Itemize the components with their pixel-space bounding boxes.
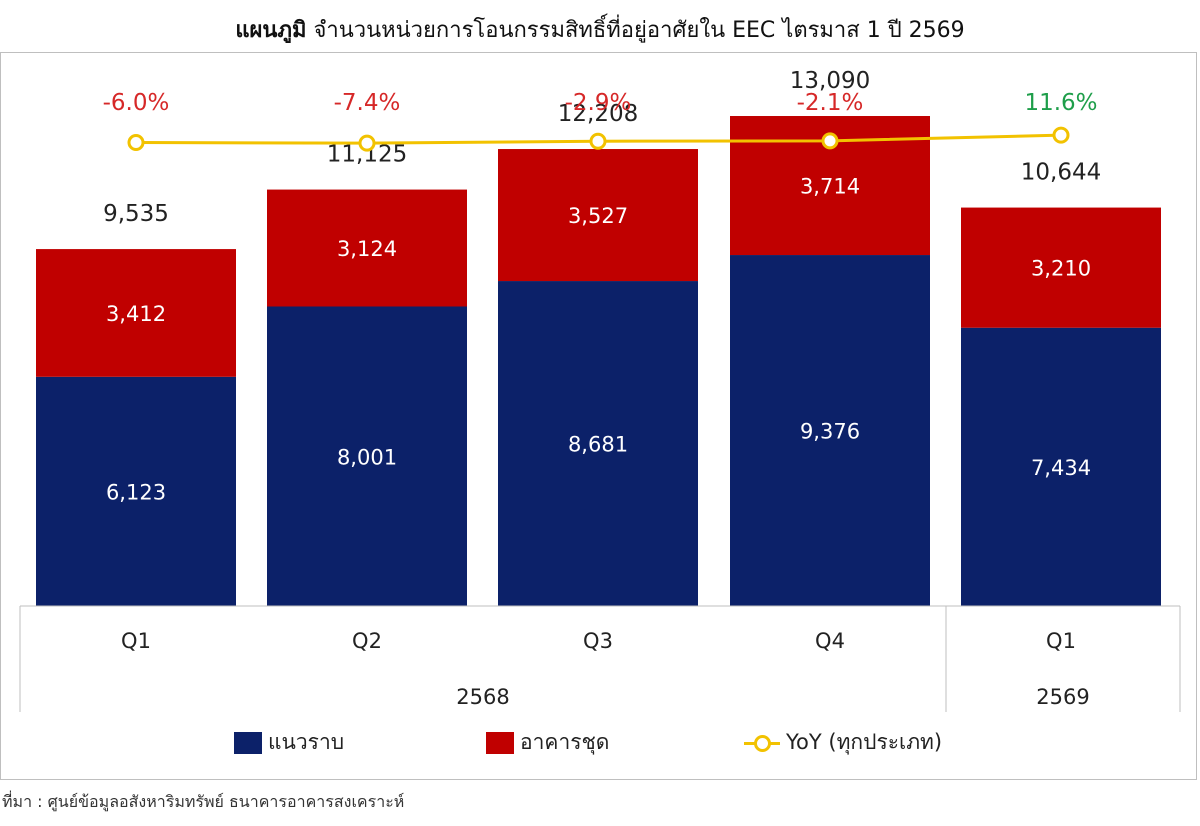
chart-title-rest: จำนวนหน่วยการโอนกรรมสิทธิ์ที่อยู่อาศัยใน… — [313, 18, 965, 43]
bar-label-lowrise-2: 8,001 — [337, 445, 397, 469]
legend-label-yoy: YoY (ทุกประเภท) — [786, 730, 943, 754]
source-note: ที่มา : ศูนย์ข้อมูลอสังหาริมทรัพย์ ธนาคา… — [2, 792, 405, 811]
x-tick-label-2: Q2 — [352, 629, 382, 653]
yoy-point-5 — [1052, 126, 1070, 144]
total-label-5: 10,644 — [1021, 160, 1101, 186]
legend-swatch-condo — [486, 731, 514, 754]
bar-lowrise-3 — [498, 281, 698, 606]
legend-swatch-lowrise — [234, 731, 262, 754]
chart-frame — [0, 52, 1197, 780]
legend-label-lowrise: แนวราบ — [268, 730, 345, 754]
total-label-1: 9,535 — [103, 201, 169, 227]
yoy-point-3 — [589, 132, 607, 150]
bar-label-lowrise-3: 8,681 — [568, 433, 628, 457]
bar-label-condo-3: 3,527 — [568, 204, 628, 228]
chart-title-bold: แผนภูมิ — [235, 18, 307, 43]
bar-lowrise-5 — [961, 327, 1161, 606]
legend-item-yoy: YoY (ทุกประเภท) — [744, 726, 942, 759]
x-tick-label-3: Q3 — [583, 629, 613, 653]
bar-label-lowrise-5: 7,434 — [1031, 456, 1091, 480]
yoy-label-4: -2.1% — [797, 90, 864, 116]
legend-item-lowrise: แนวราบ — [234, 726, 344, 759]
legend-item-condo: อาคารชุด — [486, 726, 609, 759]
total-label-3: 12,208 — [558, 101, 638, 127]
bar-label-condo-1: 3,412 — [106, 302, 166, 326]
yoy-label-5: 11.6% — [1024, 90, 1097, 116]
bar-label-condo-5: 3,210 — [1031, 257, 1091, 281]
legend: แนวราบ อาคารชุด YoY (ทุกประเภท) — [0, 726, 1200, 756]
x-tick-label-5: Q1 — [1046, 629, 1076, 653]
yoy-label-3: -2.9% — [565, 90, 632, 116]
bar-label-lowrise-1: 6,123 — [106, 480, 166, 504]
bar-condo-2 — [267, 189, 467, 307]
yoy-label-1: -6.0% — [103, 90, 170, 116]
x-tick-label-4: Q4 — [815, 629, 845, 653]
bar-condo-5 — [961, 207, 1161, 328]
yoy-point-1 — [127, 134, 145, 152]
legend-swatch-yoy — [744, 732, 780, 754]
bar-lowrise-4 — [730, 255, 930, 606]
chart-title: แผนภูมิ จำนวนหน่วยการโอนกรรมสิทธิ์ที่อยู… — [0, 12, 1200, 47]
x-group-label-2568: 2568 — [456, 685, 509, 709]
bar-lowrise-2 — [267, 306, 467, 606]
bar-label-condo-4: 3,714 — [800, 175, 860, 199]
bar-label-lowrise-4: 9,376 — [800, 420, 860, 444]
bar-label-condo-2: 3,124 — [337, 237, 397, 261]
yoy-point-2 — [358, 134, 376, 152]
x-group-label-2569: 2569 — [1036, 685, 1089, 709]
bar-condo-3 — [498, 149, 698, 282]
yoy-point-4 — [821, 132, 839, 150]
total-label-4: 13,090 — [790, 68, 870, 94]
bar-condo-1 — [36, 249, 236, 377]
yoy-label-2: -7.4% — [334, 90, 401, 116]
x-tick-label-1: Q1 — [121, 629, 151, 653]
bar-lowrise-1 — [36, 376, 236, 606]
legend-label-condo: อาคารชุด — [520, 730, 610, 754]
